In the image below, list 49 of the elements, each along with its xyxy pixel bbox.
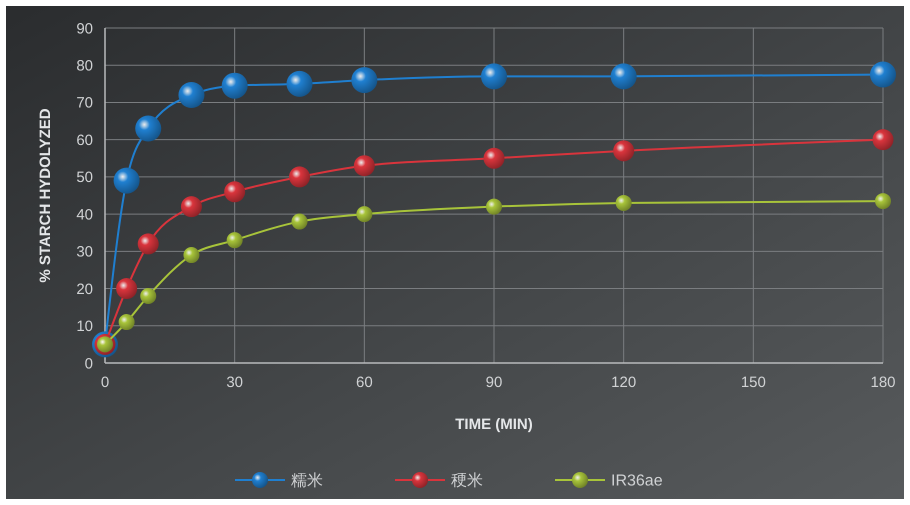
legend-label: 糯米	[291, 472, 323, 490]
point	[610, 63, 637, 90]
point	[872, 129, 894, 150]
point	[180, 196, 202, 218]
point	[616, 194, 632, 211]
x-tick-label: 30	[226, 374, 244, 391]
y-tick-label: 90	[76, 20, 93, 38]
legend-label: 稉米	[451, 472, 483, 490]
point	[178, 82, 204, 108]
x-tick-label: 150	[740, 374, 766, 391]
point	[870, 62, 896, 88]
point	[140, 288, 156, 304]
point	[875, 193, 891, 210]
point	[118, 314, 135, 330]
point	[135, 116, 162, 142]
y-tick-label: 40	[76, 206, 93, 224]
point	[138, 233, 159, 254]
x-tick-label: 180	[870, 374, 896, 391]
point	[481, 63, 507, 90]
point	[484, 148, 504, 169]
y-axis-title: % STARCH HYDOLYZED	[37, 108, 54, 283]
y-tick-label: 20	[76, 280, 93, 298]
x-tick-label: 60	[356, 374, 373, 391]
y-tick-label: 10	[76, 318, 93, 336]
x-tick-label: 90	[486, 374, 502, 391]
point	[286, 70, 312, 97]
point	[351, 67, 378, 94]
x-tick-label: 120	[611, 374, 636, 391]
point	[613, 140, 634, 162]
y-tick-label: 80	[76, 57, 93, 74]
point	[116, 278, 138, 300]
point	[289, 166, 310, 188]
point	[356, 206, 372, 222]
y-tick-label: 60	[76, 132, 93, 149]
y-tick-label: 50	[76, 169, 93, 186]
point	[114, 168, 140, 194]
point	[224, 181, 246, 202]
point	[354, 155, 375, 176]
legend-label: IR36ae	[611, 472, 663, 490]
point	[486, 198, 502, 215]
point	[226, 232, 243, 248]
x-tick-label: 0	[100, 374, 110, 391]
y-tick-label: 30	[76, 244, 93, 261]
y-tick-label: 0	[84, 355, 93, 372]
point	[183, 247, 200, 264]
point	[292, 214, 308, 230]
point	[222, 72, 248, 99]
x-axis-title: TIME (MIN)	[455, 416, 533, 433]
y-tick-label: 70	[76, 94, 93, 112]
